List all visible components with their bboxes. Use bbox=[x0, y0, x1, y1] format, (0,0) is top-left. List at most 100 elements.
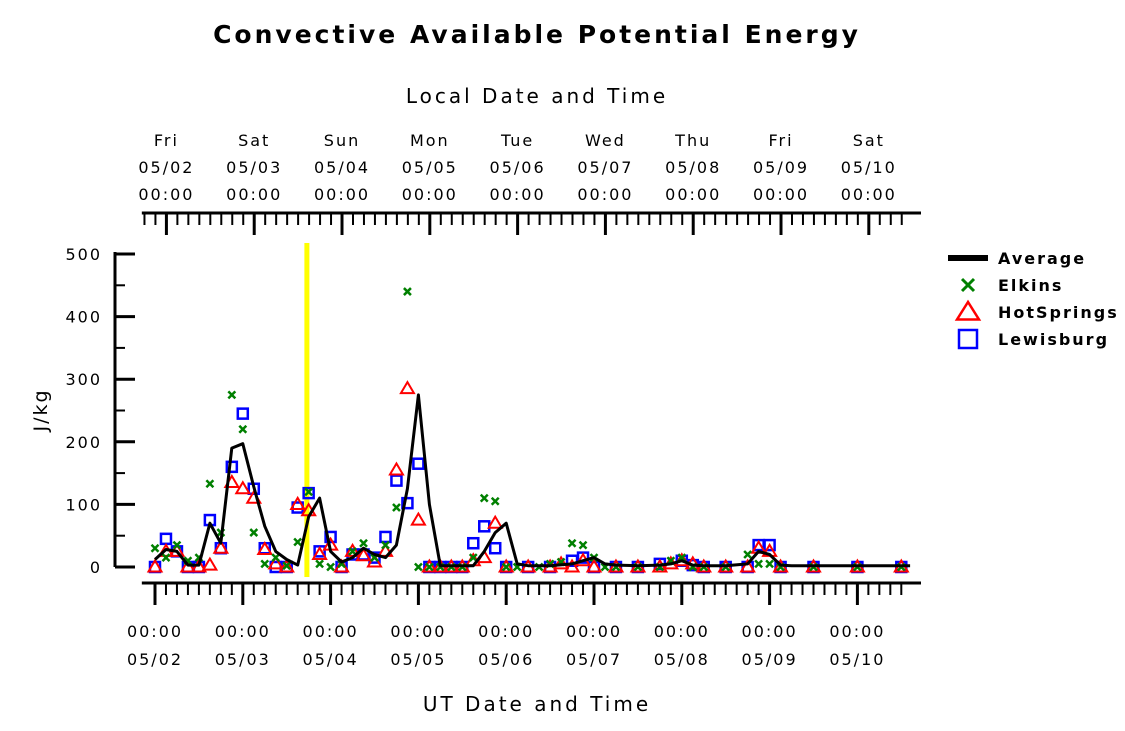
elkins-point bbox=[359, 538, 368, 548]
elkins-point bbox=[479, 493, 489, 503]
elkins-point bbox=[282, 561, 292, 571]
bottom-tick-time: 00:00 bbox=[390, 622, 446, 641]
elkins-point bbox=[304, 487, 314, 497]
top-tick-date: 05/03 bbox=[226, 158, 282, 177]
top-tick-weekday: Fri bbox=[154, 131, 179, 150]
legend-swatch-hotsprings bbox=[954, 299, 982, 321]
top-tick-time: 00:00 bbox=[226, 185, 282, 204]
top-tick-time: 00:00 bbox=[314, 185, 370, 204]
y-tick-label: 300 bbox=[65, 370, 102, 389]
bottom-tick-time: 00:00 bbox=[303, 622, 359, 641]
hotsprings-point bbox=[399, 380, 416, 395]
legend-label-elkins: Elkins bbox=[998, 276, 1063, 295]
top-tick-weekday: Sun bbox=[324, 131, 360, 150]
bottom-tick-time: 00:00 bbox=[127, 622, 183, 641]
legend-swatch-elkins bbox=[960, 277, 976, 293]
series-average bbox=[153, 393, 911, 568]
bottom-tick-date: 05/05 bbox=[390, 650, 446, 669]
elkins-point bbox=[578, 540, 588, 550]
lewisburg-point bbox=[412, 457, 425, 470]
hotsprings-point bbox=[410, 511, 427, 526]
top-tick-date: 05/08 bbox=[665, 158, 721, 177]
y-tick-label: 100 bbox=[65, 495, 102, 514]
top-tick-date: 05/07 bbox=[577, 158, 633, 177]
lewisburg-point bbox=[236, 407, 250, 420]
bottom-tick-time: 00:00 bbox=[742, 622, 798, 641]
elkins-point bbox=[249, 528, 259, 537]
elkins-point bbox=[238, 424, 248, 434]
top-tick-time: 00:00 bbox=[138, 185, 194, 204]
elkins-point bbox=[315, 559, 325, 569]
hotsprings-point bbox=[289, 495, 306, 510]
elkins-point bbox=[150, 543, 160, 553]
top-tick-weekday: Sat bbox=[853, 131, 885, 150]
hotsprings-point bbox=[146, 558, 164, 573]
bottom-tick-date: 05/03 bbox=[215, 650, 271, 669]
hotsprings-point bbox=[267, 555, 284, 570]
bottom-tick-date: 05/07 bbox=[566, 650, 622, 669]
elkins-point bbox=[501, 562, 511, 572]
legend-swatch-lewisburg bbox=[957, 328, 979, 350]
bottom-tick-time: 00:00 bbox=[478, 622, 534, 641]
hotsprings-point bbox=[497, 558, 515, 573]
plot-area bbox=[146, 287, 911, 574]
elkins-point bbox=[490, 496, 500, 506]
lewisburg-point bbox=[488, 541, 502, 555]
lewisburg-point bbox=[159, 532, 173, 546]
elkins-point bbox=[326, 562, 335, 572]
hotsprings-point bbox=[585, 558, 603, 573]
series-line-average bbox=[153, 393, 911, 568]
bottom-tick-date: 05/09 bbox=[742, 650, 798, 669]
top-tick-weekday: Mon bbox=[410, 131, 450, 150]
elkins-point bbox=[227, 390, 237, 400]
hotsprings-point bbox=[486, 514, 504, 529]
elkins-point bbox=[381, 540, 390, 550]
lewisburg-point bbox=[324, 530, 337, 544]
bottom-tick-time: 00:00 bbox=[566, 622, 622, 641]
top-tick-time: 00:00 bbox=[753, 185, 809, 204]
top-tick-date: 05/05 bbox=[402, 158, 458, 177]
hotsprings-point bbox=[421, 558, 438, 573]
elkins-point bbox=[392, 503, 401, 512]
elkins-point bbox=[414, 562, 423, 572]
elkins-point bbox=[205, 479, 215, 489]
legend-label-hotsprings: HotSprings bbox=[998, 303, 1119, 322]
y-tick-label: 500 bbox=[65, 245, 102, 264]
top-tick-weekday: Fri bbox=[768, 131, 793, 150]
y-tick-label: 0 bbox=[90, 558, 102, 577]
top-tick-date: 05/10 bbox=[841, 158, 897, 177]
elkins-point bbox=[161, 553, 171, 562]
elkins-point bbox=[424, 562, 434, 572]
top-tick-date: 05/02 bbox=[138, 158, 194, 177]
bottom-tick-date: 05/10 bbox=[829, 650, 885, 669]
hotsprings-point bbox=[234, 480, 252, 495]
lewisburg-point bbox=[478, 520, 491, 533]
bottom-tick-date: 05/02 bbox=[127, 650, 183, 669]
bottom-tick-time: 00:00 bbox=[215, 622, 271, 641]
lewisburg-point bbox=[379, 530, 392, 544]
lewisburg-point bbox=[302, 486, 315, 500]
elkins-point bbox=[403, 287, 412, 296]
hotsprings-point bbox=[552, 555, 570, 570]
top-tick-date: 05/06 bbox=[490, 158, 546, 177]
hotsprings-point bbox=[256, 540, 273, 556]
chart-title: Convective Available Potential Energy bbox=[213, 20, 861, 49]
top-tick-time: 00:00 bbox=[490, 185, 546, 204]
y-axis-label: J/kg bbox=[30, 388, 52, 432]
top-tick-time: 00:00 bbox=[665, 185, 721, 204]
top-tick-time: 00:00 bbox=[577, 185, 633, 204]
legend: Average Elkins HotSprings Lewisburg bbox=[948, 249, 1119, 350]
hotsprings-point bbox=[212, 539, 230, 554]
hotsprings-point bbox=[739, 558, 756, 573]
bottom-tick-time: 00:00 bbox=[829, 622, 885, 641]
lewisburg-point bbox=[401, 496, 414, 510]
bottom-tick-date: 05/08 bbox=[654, 650, 710, 669]
top-tick-date: 05/04 bbox=[314, 158, 370, 177]
elkins-point bbox=[293, 537, 303, 547]
lewisburg-point bbox=[225, 460, 239, 474]
top-tick-weekday: Sat bbox=[238, 131, 270, 150]
top-tick-weekday: Tue bbox=[500, 131, 534, 150]
lewisburg-point bbox=[467, 536, 480, 550]
lewisburg-point bbox=[390, 474, 403, 487]
